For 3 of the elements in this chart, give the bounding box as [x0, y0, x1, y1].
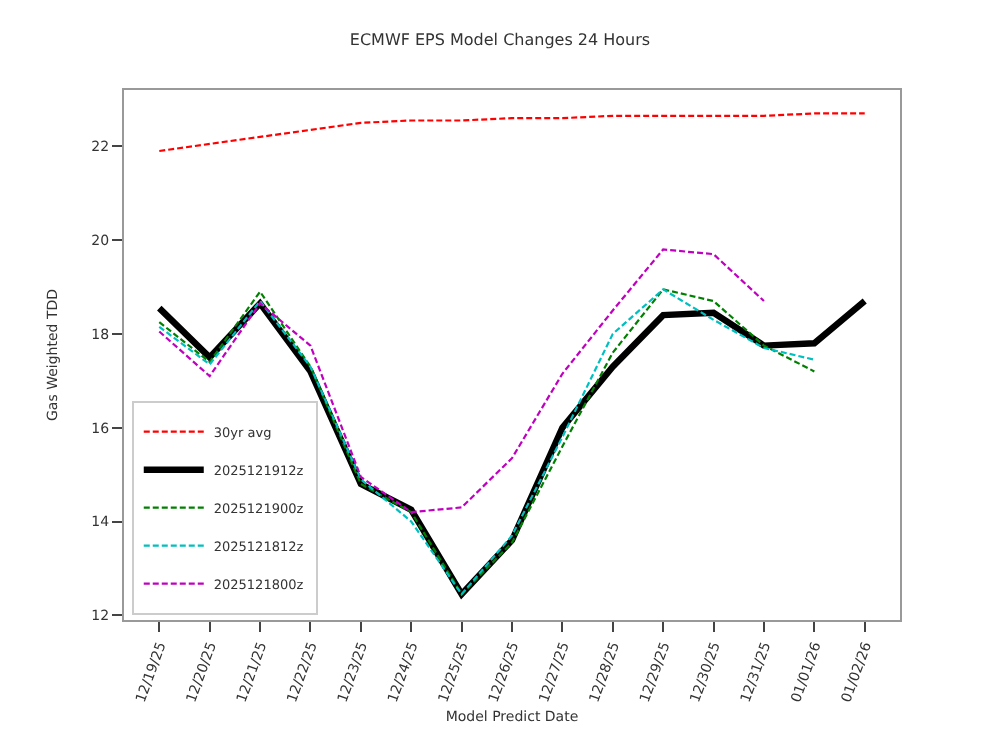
line-series: [158, 248, 766, 514]
line-series: [158, 112, 866, 153]
chart-title: ECMWF EPS Model Changes 24 Hours: [349, 30, 651, 49]
